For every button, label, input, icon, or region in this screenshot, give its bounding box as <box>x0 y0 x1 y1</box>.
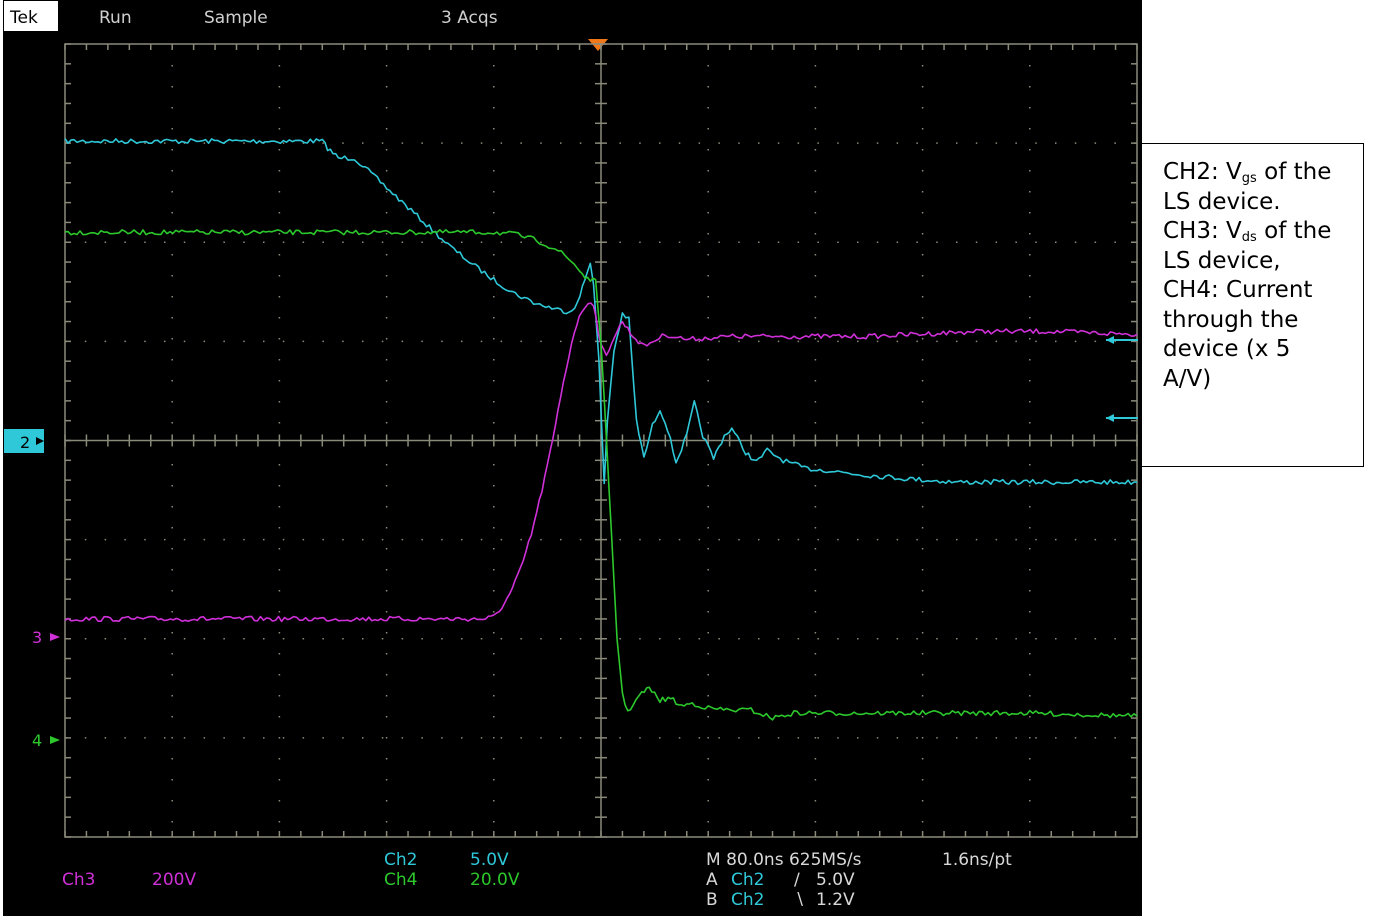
acq-count: 3 Acqs <box>441 8 498 28</box>
trigger-b-level: 1.2V <box>816 890 855 910</box>
note-line-5: CH4: Current <box>1163 277 1313 303</box>
trigger-b-label: B <box>706 890 718 910</box>
ch2-ref-arrow <box>1106 414 1114 422</box>
ch2-marker-label: 2 <box>20 433 30 452</box>
note-line-8: A/V) <box>1163 365 1212 392</box>
ch3-marker-arrow <box>50 633 60 641</box>
trigger-a-slope-icon: ∕ <box>794 870 800 890</box>
note-ch3-subscript: ds <box>1241 230 1257 245</box>
note-ch2-prefix: CH2: V <box>1163 159 1242 185</box>
resolution-readout: 1.6ns/pt <box>942 850 1012 870</box>
graticule <box>64 43 1138 838</box>
ch3-waveform <box>64 302 1138 623</box>
note-ch3-suffix: of the <box>1256 218 1332 244</box>
note-line-7: device (x 5 <box>1163 336 1291 362</box>
note-line-2: LS device. <box>1163 188 1281 215</box>
right-edge-indicators <box>1106 336 1138 422</box>
ch2-waveform <box>64 138 1137 486</box>
brand-badge <box>4 1 58 31</box>
ch4-waveform <box>64 229 1138 721</box>
ch3-readout-name: Ch3 <box>62 870 95 890</box>
ch2-readout-scale: 5.0V <box>470 850 509 870</box>
ch2-offscreen-arrow <box>1106 336 1114 344</box>
ch4-readout-name: Ch4 <box>384 870 417 890</box>
trigger-a-source: Ch2 <box>731 870 764 890</box>
trigger-a-level: 5.0V <box>816 870 855 890</box>
waveform-traces <box>64 138 1138 721</box>
note-ch2-suffix: of the <box>1256 159 1332 185</box>
annotation-box: CH2: Vgs of the LS device. CH3: Vds of t… <box>1141 143 1364 467</box>
scope-display: Tek Run Sample 3 Acqs 2 3 4 <box>4 1 1138 910</box>
ch4-readout-scale: 20.0V <box>470 870 520 890</box>
run-status: Run <box>99 8 132 28</box>
trigger-a-label: A <box>706 870 718 890</box>
trigger-b-source: Ch2 <box>731 890 764 910</box>
trigger-position-marker <box>588 39 608 51</box>
channel-markers: 2 3 4 <box>4 429 60 750</box>
ch4-marker-arrow <box>50 736 60 744</box>
timebase-readout: M 80.0ns 625MS/s <box>706 850 862 870</box>
note-ch2-subscript: gs <box>1241 171 1257 186</box>
ch3-marker-label: 3 <box>32 628 42 647</box>
ch2-marker-arrow <box>36 437 44 445</box>
readout-panel: Ch3 200V Ch2 5.0V Ch4 20.0V M 80.0ns 625… <box>62 850 1012 910</box>
note-line-ch2: CH2: Vgs of the <box>1163 158 1353 188</box>
acq-mode: Sample <box>204 8 268 28</box>
ch2-readout-name: Ch2 <box>384 850 417 870</box>
trigger-b-slope-icon: ∖ <box>794 890 805 910</box>
brand-label: Tek <box>9 8 38 28</box>
note-ch3-prefix: CH3: V <box>1163 218 1242 244</box>
oscilloscope-screen: Tek Run Sample 3 Acqs 2 3 4 <box>3 0 1142 916</box>
note-line-ch3: CH3: Vds of the <box>1163 217 1353 247</box>
ch3-readout-scale: 200V <box>152 870 196 890</box>
note-line-6: through the <box>1163 306 1299 333</box>
status-bar: Tek Run Sample 3 Acqs <box>4 1 498 31</box>
note-line-4: LS device, <box>1163 247 1281 274</box>
ch4-marker-label: 4 <box>32 731 42 750</box>
